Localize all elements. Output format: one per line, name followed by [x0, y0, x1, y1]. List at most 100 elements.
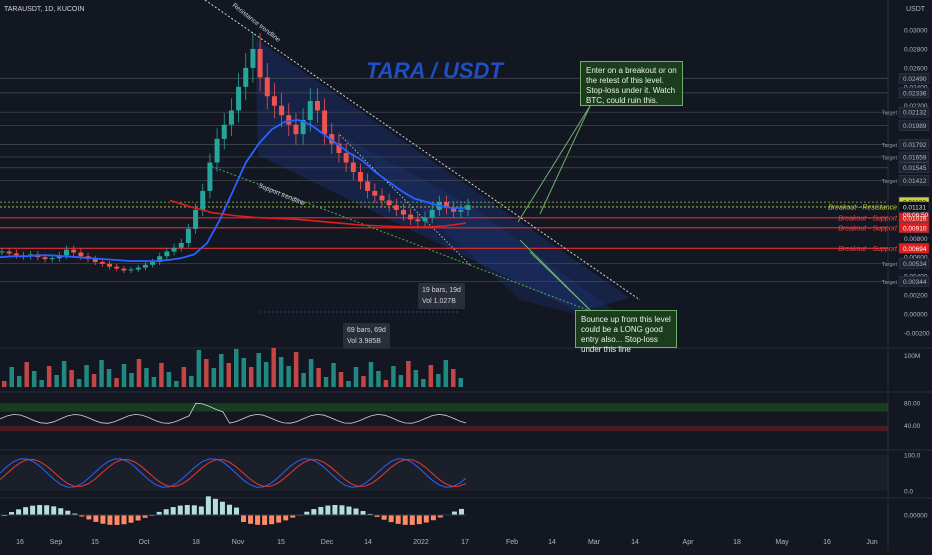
macd-histogram-bar [128, 515, 134, 523]
level-price-label: 0.02490 [903, 76, 927, 83]
candle-body [71, 249, 77, 253]
volume-bar [361, 376, 366, 387]
candle-body [393, 205, 399, 210]
volume-bar [406, 361, 411, 387]
level-price-box [898, 175, 930, 186]
macd-axis-label: 0.00000 [904, 513, 928, 520]
candle-body [92, 259, 98, 262]
x-tick-label: 18 [192, 539, 200, 546]
volume-bar [316, 368, 321, 387]
x-tick-label: 16 [16, 539, 24, 546]
x-tick-label: 18 [733, 539, 741, 546]
y-tick-label: 0.02800 [904, 46, 928, 53]
candle-body [178, 243, 184, 248]
volume-bar [91, 374, 97, 387]
level-price-label: 0.00534 [903, 261, 927, 268]
macd-histogram-bar [37, 505, 43, 515]
volume-bar [136, 359, 142, 387]
volume-bar [331, 363, 336, 387]
macd-histogram-bar [219, 501, 225, 515]
level-price-label: 0.01545 [903, 165, 927, 172]
volume-bar [61, 361, 67, 387]
volume-bar [76, 379, 82, 387]
symbol-header: TARAUSDT, 1D, KUCOIN [4, 6, 84, 13]
macd-histogram-bar [332, 505, 338, 515]
volume-bar [39, 380, 44, 387]
level-price-box [898, 151, 930, 163]
candle-body [307, 101, 313, 120]
chart-title: TARA / USDT [366, 58, 504, 83]
candle-body [78, 252, 84, 257]
x-tick-label: Oct [139, 539, 150, 546]
measure-2-bars: 69 bars, 69d [347, 327, 386, 334]
measure-box-1: 19 bars, 19d Vol 1.027B [418, 283, 465, 309]
volume-bar [301, 373, 306, 387]
volume-bar [9, 367, 14, 387]
candle-body [336, 143, 342, 154]
candle-body [350, 162, 356, 172]
level-price-label: 0.00910 [903, 225, 927, 232]
level-tag: Breakout - Resistance [828, 204, 897, 211]
x-tick-label: Feb [506, 539, 518, 546]
volume-bar [226, 363, 232, 387]
level-tag: Target [882, 262, 898, 268]
macd-histogram-bar [276, 515, 282, 523]
y-tick-label: 0.03000 [904, 28, 928, 35]
volume-bar [376, 371, 381, 387]
macd-histogram-bar [198, 506, 204, 515]
macd-histogram-bar [241, 515, 247, 522]
x-tick-label: Mar [588, 539, 601, 546]
macd-histogram-bar [402, 515, 408, 525]
level-price-label: 0.01659 [903, 154, 927, 161]
volume-bar [69, 370, 74, 387]
macd-histogram-bar [51, 506, 57, 515]
macd-histogram-bar [100, 515, 106, 524]
macd-histogram-bar [177, 505, 183, 515]
volume-bar [211, 368, 217, 387]
measure-box-2: 69 bars, 69d Vol 3.985B [343, 323, 390, 349]
x-tick-label: 2022 [413, 539, 429, 546]
macd-histogram-bar [353, 508, 359, 515]
x-tick-label: Nov [232, 539, 245, 546]
candle-body [193, 209, 199, 229]
macd-histogram-bar [388, 515, 394, 523]
volume-bar [234, 349, 239, 387]
level-price-box [898, 73, 930, 84]
macd-histogram-bar [79, 515, 85, 517]
candle-body [458, 209, 464, 212]
volume-bar [181, 367, 187, 387]
x-tick-label: Sep [50, 539, 63, 546]
volume-bar [174, 381, 179, 387]
y-tick-label: 0.02200 [904, 103, 928, 110]
level-price-box [898, 243, 930, 254]
inner-trendline [339, 134, 471, 266]
macd-histogram-bar [423, 515, 429, 523]
candle-body [379, 195, 385, 201]
candle-body [243, 67, 249, 87]
volume-bar [31, 371, 37, 387]
volume-bar [368, 362, 374, 387]
macd-histogram-bar [163, 509, 169, 515]
stoch-level-label: 100.0 [904, 453, 921, 460]
macd-histogram-bar [367, 513, 373, 515]
candle-body [264, 77, 270, 97]
volume-bar [129, 373, 134, 387]
volume-bar [54, 375, 59, 387]
candle-body [372, 190, 378, 196]
candle-body [422, 217, 428, 222]
macd-histogram-bar [248, 515, 254, 524]
macd-histogram-bar [290, 515, 296, 518]
macd-histogram-bar [430, 515, 436, 521]
level-price-label: 0.00694 [903, 246, 927, 253]
macd-histogram-bar [416, 515, 422, 525]
candle-body [465, 205, 471, 210]
level-price-box [898, 139, 930, 150]
macd-histogram-bar [156, 511, 162, 515]
candle-body [150, 261, 156, 265]
volume-bar [256, 353, 261, 387]
x-tick-label: 16 [823, 539, 831, 546]
rsi-line [0, 402, 467, 424]
macd-histogram-bar [107, 515, 113, 525]
x-tick-label: Dec [321, 539, 334, 546]
